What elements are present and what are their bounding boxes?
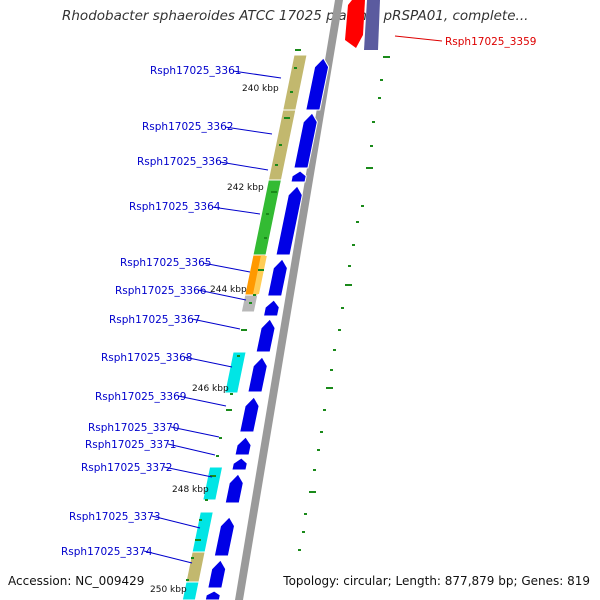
scale-label: 240 kbp — [242, 84, 279, 94]
gene-arrow — [207, 559, 227, 589]
gene-label: Rsph17025_3364 — [129, 201, 221, 213]
gene-arrow — [247, 356, 268, 393]
gene-arrow — [213, 516, 236, 557]
gene-leader-line — [167, 443, 216, 456]
gene-arrow — [224, 473, 244, 504]
gene-leader-line — [219, 161, 269, 171]
gene-arrow — [234, 436, 252, 456]
scale-label: 244 kbp — [210, 285, 247, 295]
gene-leader-line — [183, 356, 233, 368]
gene-label: Rsph17025_3363 — [137, 156, 228, 168]
gene-label: Rsph17025_3365 — [120, 257, 211, 269]
gene-label: Rsph17025_3373 — [69, 511, 160, 523]
gene-leader-line — [202, 262, 251, 273]
gene-label: Rsph17025_3362 — [142, 121, 233, 133]
gene-label: Rsph17025_3361 — [150, 65, 241, 77]
gene-arrow — [204, 590, 221, 600]
gene-leader-line — [170, 426, 220, 438]
gene-leader-line — [232, 70, 282, 79]
gene-arrow — [305, 57, 330, 111]
map-title: Rhodobacter sphaeroides ATCC 17025 plasm… — [62, 8, 529, 24]
gene-leader-line — [224, 126, 273, 135]
gene-label: Rsph17025_3374 — [61, 546, 153, 558]
cog-bar — [202, 466, 224, 501]
gene-leader-line — [191, 318, 241, 330]
gene-labels: Rsph17025_3359 Rsph17025_3361 Rsph17025_33… — [61, 35, 536, 564]
gene-arrow — [290, 170, 307, 183]
gene-leader-line — [177, 395, 227, 407]
gene-arrow — [262, 299, 280, 317]
highlight-gene-red — [345, 0, 365, 48]
gene-label: Rsph17025_3370 — [88, 422, 179, 434]
cog-bar — [282, 54, 308, 111]
gene-arrow — [266, 258, 288, 297]
cog-bar — [185, 551, 206, 583]
gene-arrow — [275, 185, 303, 256]
cog-bar — [253, 256, 267, 294]
gene-label: Rsph17025_3367 — [109, 314, 200, 326]
scale-label: 250 kbp — [150, 585, 187, 595]
cog-bar — [191, 511, 214, 553]
gene-leader-line — [197, 289, 247, 301]
scale-label: 242 kbp — [227, 183, 264, 193]
gene-leader-line — [143, 550, 193, 564]
gene-label: Rsph17025_3368 — [101, 352, 192, 364]
cog-bar — [224, 351, 247, 394]
accession-text: Accession: NC_009429 — [8, 574, 145, 588]
gene-leader-line — [163, 466, 213, 478]
gene-label: Rsph17025_3372 — [81, 462, 172, 474]
forward-gene-track — [204, 57, 330, 600]
highlight-gene-purple — [364, 0, 380, 50]
scale-label: 246 kbp — [192, 384, 229, 394]
gene-arrow — [239, 396, 260, 433]
backbone-line — [235, 0, 343, 600]
gene-label: Rsph17025_3371 — [85, 439, 176, 451]
gene-leader-line — [211, 206, 261, 215]
gene-arrow — [293, 112, 318, 169]
topology-text: Topology: circular; Length: 877,879 bp; … — [283, 574, 590, 588]
gene-leader-line — [151, 515, 201, 529]
scale-label: 248 kbp — [172, 485, 209, 495]
gene-arrow — [231, 457, 248, 471]
gene-arrow — [255, 318, 276, 353]
gene-label: Rsph17025_3359 — [445, 36, 536, 48]
cog-bar — [267, 109, 297, 181]
gene-label: Rsph17025_3369 — [95, 391, 186, 403]
gene-leader-line — [394, 35, 443, 42]
cog-color-track — [181, 54, 308, 600]
scale-ticks — [186, 49, 390, 581]
gene-label: Rsph17025_3366 — [115, 285, 207, 297]
cog-bar — [181, 581, 200, 600]
